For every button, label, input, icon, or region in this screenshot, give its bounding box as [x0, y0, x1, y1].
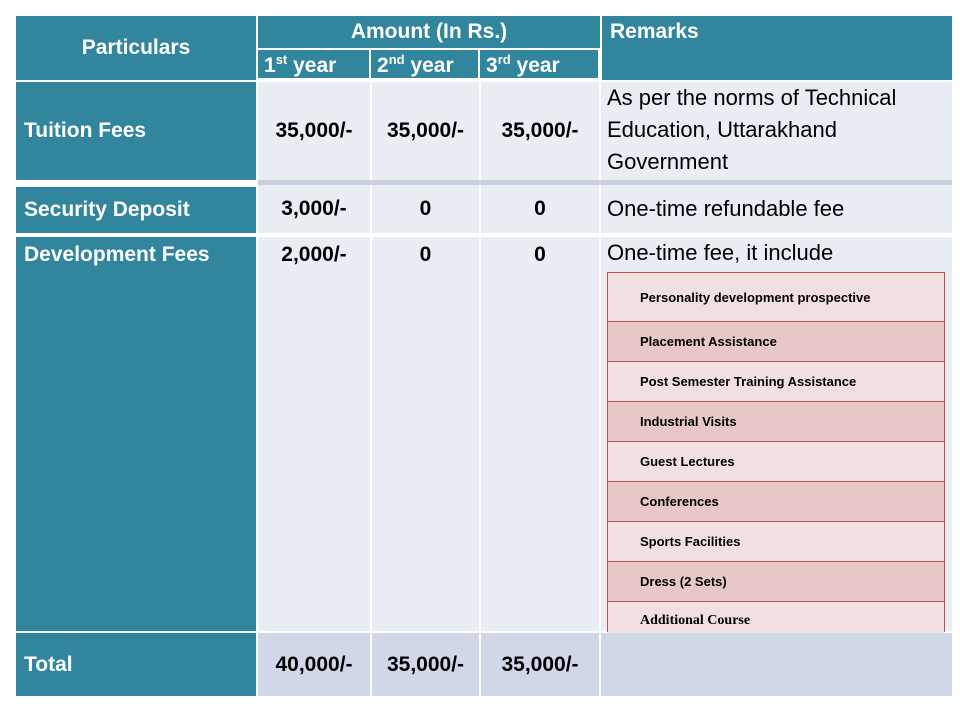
header-year-3: 3rd year	[480, 48, 600, 80]
includes-list: Personality development prospective Plac…	[607, 272, 945, 641]
row-development-y2: 0	[372, 237, 479, 631]
row-tuition-remark: As per the norms of Technical Education,…	[601, 82, 952, 180]
header-particulars-label: Particulars	[81, 36, 191, 59]
row-security-y1: 3,000/-	[258, 185, 370, 233]
row-tuition-label: Tuition Fees	[16, 82, 256, 180]
header-year-2: 2nd year	[371, 48, 480, 80]
list-item: Sports Facilities	[608, 521, 944, 561]
list-item: Dress (2 Sets)	[608, 561, 944, 601]
header-amount-label: Amount (In Rs.)	[350, 20, 508, 43]
row-tuition-y1: 35,000/-	[258, 82, 370, 180]
row-development-y3: 0	[481, 237, 599, 631]
row-separator	[258, 180, 952, 185]
row-security-remark: One-time refundable fee	[601, 185, 952, 233]
row-development-label: Development Fees	[16, 235, 256, 631]
list-item: Guest Lectures	[608, 441, 944, 481]
list-item: Placement Assistance	[608, 321, 944, 361]
header-amount: Amount (In Rs.)	[256, 16, 600, 48]
row-development-y1: 2,000/-	[258, 237, 370, 631]
list-item: Post Semester Training Assistance	[608, 361, 944, 401]
row-tuition-y3: 35,000/-	[481, 82, 599, 180]
row-total-remark	[601, 633, 952, 696]
list-item: Industrial Visits	[608, 401, 944, 441]
row-total-y2: 35,000/-	[372, 633, 479, 696]
list-item: Conferences	[608, 481, 944, 521]
row-total-y3: 35,000/-	[481, 633, 599, 696]
header-year-1: 1st year	[256, 48, 371, 80]
row-total-label: Total	[16, 633, 256, 696]
header-remarks: Remarks	[600, 16, 952, 80]
row-security-y2: 0	[372, 185, 479, 233]
row-security-y3: 0	[481, 185, 599, 233]
header-remarks-label: Remarks	[610, 20, 699, 43]
row-development-remark: One-time fee, it include	[607, 240, 834, 265]
row-security-label: Security Deposit	[16, 185, 256, 233]
row-tuition-y2: 35,000/-	[372, 82, 479, 180]
list-item: Personality development prospective	[608, 272, 944, 321]
row-total-y1: 40,000/-	[258, 633, 370, 696]
header-particulars: Particulars	[16, 16, 256, 80]
